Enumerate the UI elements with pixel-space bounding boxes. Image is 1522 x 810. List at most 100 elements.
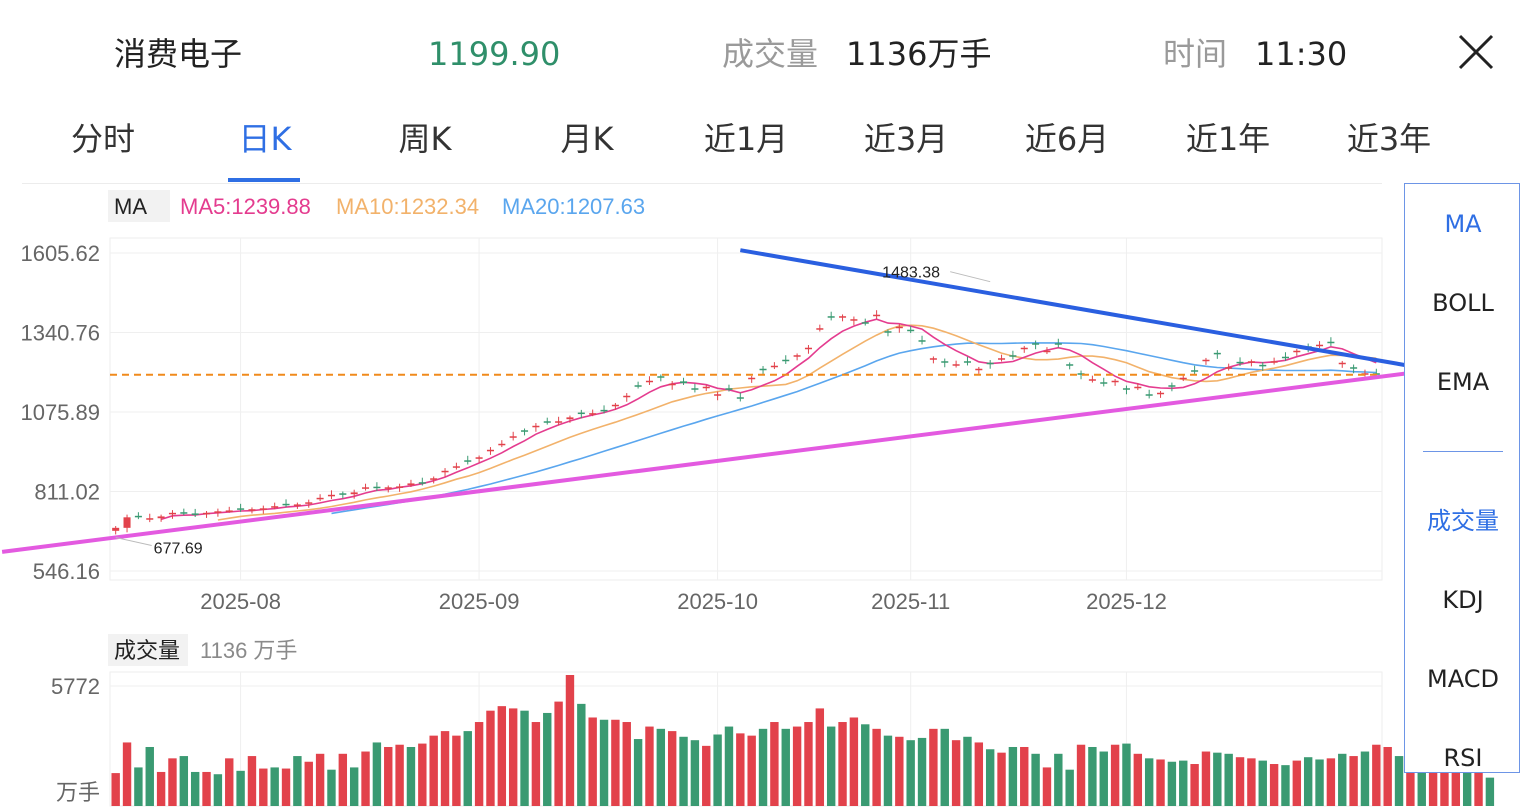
extreme-annotations: 1483.38 677.69 (154, 265, 940, 558)
candle-down (1259, 364, 1267, 367)
tab-1-month[interactable]: 近1月 (703, 120, 789, 158)
indicator-kdj[interactable]: KDJ (1442, 586, 1484, 614)
candle-up (1157, 392, 1165, 395)
trendline-support (1, 362, 1479, 554)
time-label: 时间 (1163, 35, 1228, 73)
close-icon[interactable] (1456, 32, 1496, 72)
indicator-boll[interactable]: BOLL (1432, 289, 1494, 317)
volume-bar (236, 770, 245, 806)
volume-bar (281, 768, 291, 806)
tab-intraday[interactable]: 分时 (70, 120, 136, 158)
candle-down (963, 361, 971, 363)
date-tick-label: 2025-10 (677, 589, 758, 614)
price-tick-label: 546.16 (33, 559, 100, 584)
tab-3-months[interactable]: 近3月 (863, 120, 949, 158)
main-grid (109, 237, 1383, 581)
volume-bar (1383, 746, 1392, 806)
volume-bar (1417, 754, 1426, 806)
volume-bar (304, 761, 313, 806)
volume-legend-value: 1136 万手 (200, 638, 297, 663)
candle-up (839, 316, 847, 318)
tab-daily-k[interactable]: 日K (238, 120, 292, 158)
volume-bar (588, 717, 597, 806)
candle-up (486, 449, 494, 452)
volume-bar (1099, 751, 1108, 806)
volume-bar (645, 726, 654, 806)
volume-bar (145, 746, 154, 806)
volume-bar (1190, 764, 1199, 806)
volume-bar (361, 751, 370, 806)
candle-down (1054, 343, 1062, 345)
candle-down (1168, 385, 1176, 387)
period-tabs: 分时 日K 周K 月K 近1月 近3月 近6月 近1年 近3年 (22, 105, 1431, 183)
candle-up (702, 386, 710, 389)
candle-up (1202, 359, 1210, 362)
candle-up (305, 502, 313, 504)
volume-bar (338, 753, 348, 806)
volume-bar (202, 771, 211, 806)
volume-bar (1224, 753, 1233, 806)
volume-bar (1338, 753, 1347, 806)
date-tick-label: 2025-11 (871, 589, 950, 614)
volume-bar (543, 712, 552, 806)
candle-up (850, 319, 858, 321)
candle-down (1281, 356, 1289, 359)
volume-bar (531, 722, 541, 806)
volume-bar (1326, 758, 1336, 806)
tab-1-year[interactable]: 近1年 (1185, 120, 1271, 158)
candle-up (1316, 344, 1324, 347)
indicator-ma[interactable]: MA (1444, 210, 1482, 238)
volume-bar (554, 701, 563, 806)
volume-bar (179, 756, 189, 806)
indicator-macd[interactable]: MACD (1427, 665, 1499, 693)
candle-down (1236, 361, 1244, 364)
volume-bar (384, 746, 393, 806)
candle-down (464, 460, 472, 462)
tab-weekly-k[interactable]: 周K (398, 120, 452, 158)
ma20-legend: MA20:1207.63 (502, 194, 645, 219)
volume-bar (520, 710, 529, 806)
volume-bar (702, 745, 711, 806)
volume-bar (1406, 752, 1415, 806)
indicator-rsi[interactable]: RSI (1443, 744, 1483, 772)
volume-bar (770, 722, 779, 806)
volume-bar (315, 753, 325, 806)
tab-monthly-k[interactable]: 月K (560, 120, 614, 158)
volume-unit: 万手 (56, 780, 100, 805)
indicator-ema[interactable]: EMA (1436, 368, 1490, 396)
volume-bar (758, 728, 768, 806)
ma10-legend: MA10:1232.34 (336, 194, 479, 219)
volume-bar (418, 743, 427, 806)
volume-bar (940, 728, 949, 806)
volume-bar (633, 739, 643, 806)
tab-6-months[interactable]: 近6月 (1024, 120, 1110, 158)
candle-up (623, 395, 631, 398)
candle-up (929, 358, 937, 360)
volume-bar (611, 719, 620, 806)
volume-bar (1474, 751, 1483, 806)
candle-up (645, 380, 653, 383)
date-tick-label: 2025-09 (439, 589, 520, 614)
candle-down (725, 388, 733, 390)
candle-up (327, 494, 335, 497)
volume-bar (1281, 765, 1290, 806)
candle-up (112, 527, 120, 531)
tabs-divider (22, 183, 1382, 184)
volume-bar (883, 735, 893, 806)
trendline-resistance (739, 248, 1479, 380)
volume-bar (1428, 749, 1438, 806)
candle-up (362, 487, 370, 489)
volume-bar (838, 722, 847, 806)
volume-bar (1440, 742, 1449, 806)
tab-3-years[interactable]: 近3年 (1346, 120, 1432, 158)
indicator-volume[interactable]: 成交量 (1427, 507, 1499, 535)
volume-bar (792, 726, 802, 806)
volume-bar (1485, 777, 1495, 806)
time-value: 11:30 (1255, 35, 1348, 73)
candle-down (1032, 343, 1040, 345)
active-tab-underline (228, 178, 300, 182)
volume-bar (293, 756, 302, 806)
volume-bar (951, 740, 961, 806)
candle-down (180, 512, 188, 514)
volume-bar (474, 722, 484, 806)
